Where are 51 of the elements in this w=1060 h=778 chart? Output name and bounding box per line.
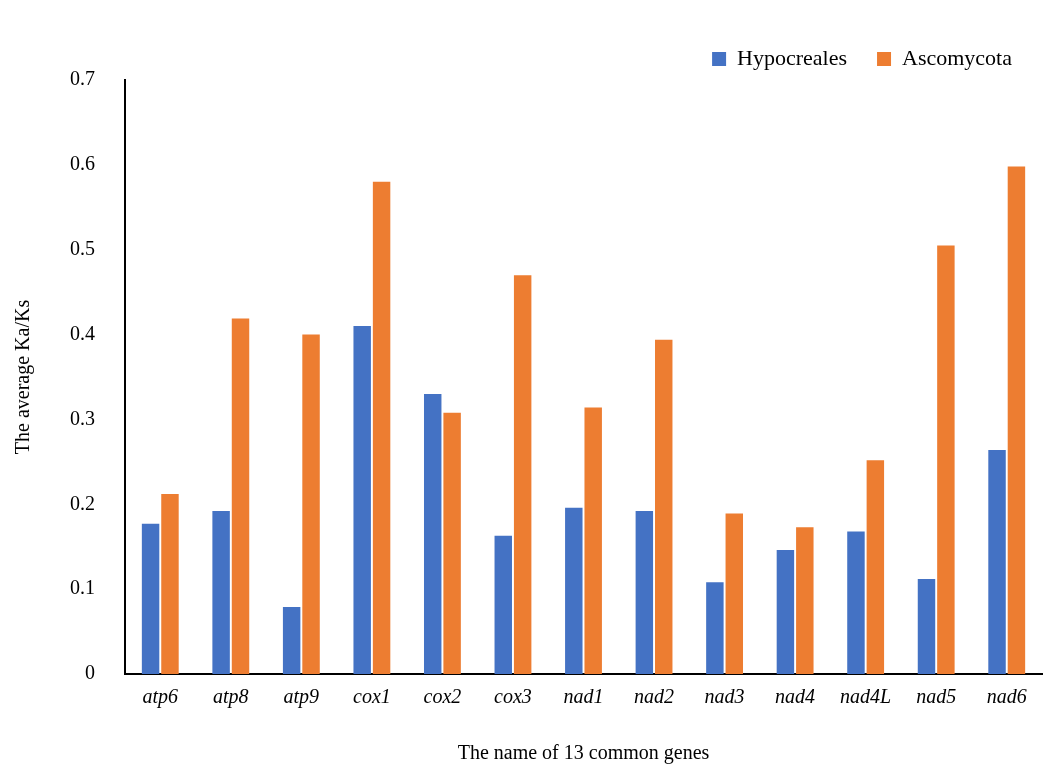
- bar: [584, 407, 602, 674]
- x-tick-label: nad2: [634, 685, 675, 708]
- x-tick-label: nad3: [704, 685, 745, 708]
- y-tick-label: 0.4: [70, 321, 95, 344]
- bar: [635, 511, 654, 674]
- x-axis-title: The name of 13 common genes: [457, 741, 710, 765]
- bar: [212, 511, 230, 674]
- bar: [231, 318, 250, 674]
- x-tick-label: nad5: [916, 685, 957, 708]
- bar: [372, 181, 391, 674]
- y-axis-title: The average Ka/Ks: [11, 299, 35, 455]
- bar: [917, 578, 936, 674]
- bar: [1007, 166, 1026, 674]
- bar: [494, 535, 512, 674]
- bar: [424, 393, 442, 674]
- x-tick-label: atp8: [213, 685, 249, 709]
- bar: [513, 275, 532, 674]
- legend-label: Ascomycota: [902, 44, 1013, 70]
- x-tick-label: cox1: [353, 685, 391, 708]
- bar: [988, 449, 1006, 674]
- bar: [353, 326, 371, 674]
- bar: [796, 527, 814, 674]
- y-tick-label: 0.1: [70, 576, 95, 599]
- legend-label: Hypocreales: [737, 44, 848, 70]
- bar: [706, 582, 724, 674]
- y-tick-label: 0.3: [70, 406, 95, 429]
- x-tick-label: nad1: [563, 685, 604, 708]
- bar: [776, 550, 795, 674]
- bar: [443, 412, 461, 674]
- x-tick-label: atp6: [142, 685, 179, 709]
- bar: [302, 334, 320, 674]
- x-tick-label: nad4L: [840, 685, 892, 708]
- x-tick-label: nad6: [986, 685, 1027, 708]
- bar: [141, 523, 160, 674]
- bar: [655, 339, 673, 674]
- x-tick-label: nad4: [775, 685, 816, 708]
- bar: [937, 245, 955, 674]
- bar: [866, 460, 885, 674]
- bar: [725, 513, 744, 674]
- bar: [161, 494, 179, 674]
- x-tick-label: cox3: [494, 685, 532, 708]
- x-tick-label: atp9: [283, 685, 320, 709]
- bar: [282, 606, 301, 674]
- y-tick-label: 0.5: [70, 236, 95, 259]
- bar: [565, 507, 583, 674]
- y-tick-label: 0: [85, 661, 95, 684]
- y-tick-label: 0.2: [70, 491, 95, 514]
- bar: [847, 531, 865, 674]
- x-tick-label: cox2: [423, 685, 462, 708]
- y-tick-label: 0.7: [70, 67, 95, 90]
- y-tick-label: 0.6: [70, 152, 95, 175]
